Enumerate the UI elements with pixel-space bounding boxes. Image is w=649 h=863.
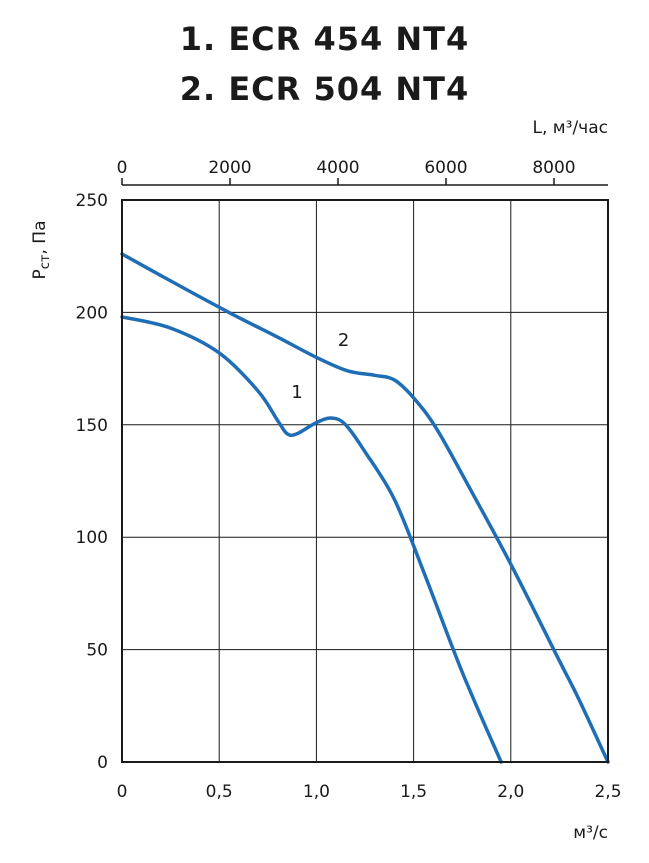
y-tick-label: 200	[76, 303, 108, 323]
x-tick-label: 1,0	[303, 782, 330, 802]
x2-tick-labels: 0 2000 4000 6000 8000	[117, 158, 576, 185]
chart-title-line-1: 1. ECR 454 NT4	[179, 20, 470, 58]
x-tick-label: 2,0	[497, 782, 524, 802]
curve-1	[120, 315, 503, 764]
y-tick-label: 150	[76, 416, 108, 436]
y-tick-label: 0	[97, 753, 108, 773]
x-tick-label: 0	[117, 782, 128, 802]
y-tick-labels: 0 50 100 150 200 250	[76, 191, 108, 773]
x-tick-label: 2,5	[594, 782, 621, 802]
x-axis-label: м³/с	[573, 823, 608, 843]
chart-title-line-2: 2. ECR 504 NT4	[179, 70, 470, 108]
series-group	[120, 252, 610, 764]
curve-labels: 12	[291, 330, 349, 403]
curve-label-1: 1	[291, 382, 302, 403]
grid	[122, 200, 608, 762]
x2-tick-label: 4000	[316, 158, 359, 178]
y-tick-label: 50	[86, 641, 108, 661]
x-tick-label: 0,5	[206, 782, 233, 802]
y-tick-label: 250	[76, 191, 108, 211]
x2-tick-label: 8000	[532, 158, 575, 178]
curve-2	[120, 252, 610, 764]
x2-tick-label: 0	[117, 158, 128, 178]
x2-axis-label: L, м³/час	[533, 118, 608, 138]
x2-tick-label: 6000	[424, 158, 467, 178]
x-tick-labels: 0 0,5 1,0 1,5 2,0 2,5	[117, 782, 622, 802]
x2-tick-label: 2000	[208, 158, 251, 178]
y-axis-label: Рст, Па	[30, 220, 53, 279]
y-tick-label: 100	[76, 528, 108, 548]
curve-label-2: 2	[338, 330, 349, 351]
plot-frame	[121, 199, 609, 763]
x-tick-label: 1,5	[400, 782, 427, 802]
